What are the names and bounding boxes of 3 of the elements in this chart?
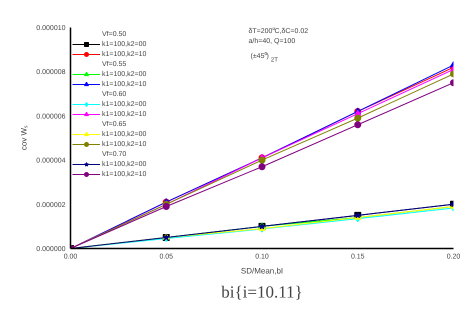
- text: bi{i=10.11}: [221, 282, 303, 302]
- x-axis-title: SD/Mean,bI: [240, 266, 284, 276]
- y-axis-title: cov Wₛ: [19, 124, 28, 150]
